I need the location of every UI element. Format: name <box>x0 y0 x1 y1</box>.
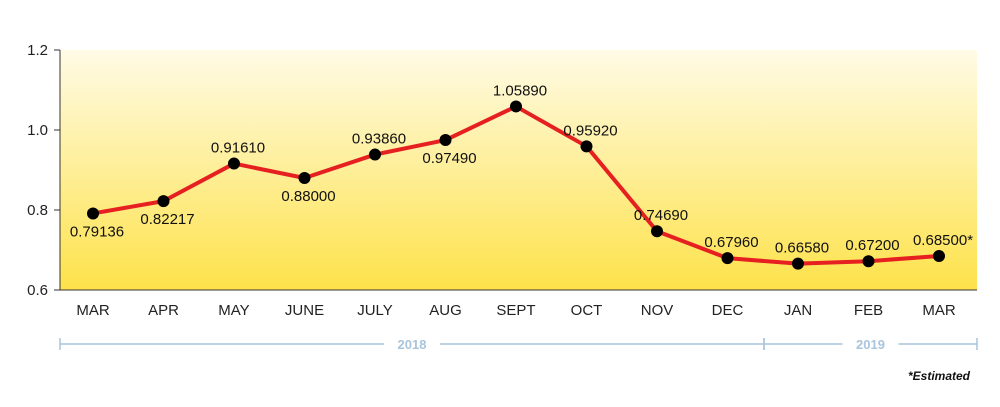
y-tick-label: 0.8 <box>27 202 48 219</box>
data-point <box>228 157 240 170</box>
x-category-label: JAN <box>784 302 812 319</box>
data-label: 0.79136 <box>70 223 124 240</box>
data-label: 0.74690 <box>634 207 688 224</box>
data-point <box>298 172 311 184</box>
y-tick-label: 0.6 <box>27 282 48 299</box>
y-tick-label: 1.0 <box>27 122 48 139</box>
plot-background <box>60 50 977 290</box>
data-label: 0.66580 <box>775 240 829 257</box>
footnote: *Estimated <box>907 369 970 383</box>
data-point <box>510 100 522 113</box>
x-category-label: NOV <box>641 302 674 319</box>
data-label: 0.97490 <box>422 150 476 167</box>
data-point <box>580 140 593 153</box>
x-category-label: JUNE <box>285 302 324 319</box>
data-points <box>87 100 945 270</box>
data-label: 0.82217 <box>140 211 194 228</box>
x-category-label: AUG <box>429 302 462 319</box>
data-label: 0.93860 <box>352 131 406 148</box>
year-label: 2019 <box>856 337 885 352</box>
data-label: 0.95920 <box>563 122 617 139</box>
data-point <box>721 252 734 265</box>
x-category-label: DEC <box>712 302 744 319</box>
data-label: 0.88000 <box>281 188 335 205</box>
data-point <box>792 257 804 270</box>
data-label: 1.05890 <box>493 82 547 99</box>
data-point <box>157 195 170 208</box>
x-category-label: JULY <box>357 302 393 319</box>
data-label: 0.67960 <box>704 234 758 251</box>
x-category-label: SEPT <box>496 302 535 319</box>
axes: 0.6 0.8 1.0 1.2 MAR APR MAY JUNE JULY AUG SEPT OCT N… <box>27 42 977 319</box>
data-point <box>651 225 663 238</box>
data-label: 0.68500* <box>913 232 973 249</box>
data-label: 0.91610 <box>211 140 265 157</box>
x-category-label: APR <box>148 302 179 319</box>
data-point <box>862 255 875 268</box>
y-tick-label: 1.2 <box>27 42 48 59</box>
x-category-label: OCT <box>571 302 603 319</box>
data-point <box>369 148 381 161</box>
data-point <box>439 134 452 147</box>
data-label: 0.67200 <box>845 237 899 254</box>
x-category-label: MAY <box>218 302 249 319</box>
x-category-label: FEB <box>854 302 883 319</box>
data-point <box>87 207 99 220</box>
x-category-label: MAR <box>76 302 110 319</box>
x-category-label: MAR <box>922 302 956 319</box>
data-point <box>933 250 945 262</box>
data-labels: 0.79136 0.82217 0.91610 0.88000 0.93860 0.974… <box>70 82 973 256</box>
year-groups: 2018 2019 <box>59 337 978 352</box>
year-label: 2018 <box>398 337 427 352</box>
